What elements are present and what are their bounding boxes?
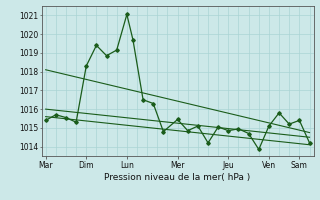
X-axis label: Pression niveau de la mer( hPa ): Pression niveau de la mer( hPa ) [104, 173, 251, 182]
